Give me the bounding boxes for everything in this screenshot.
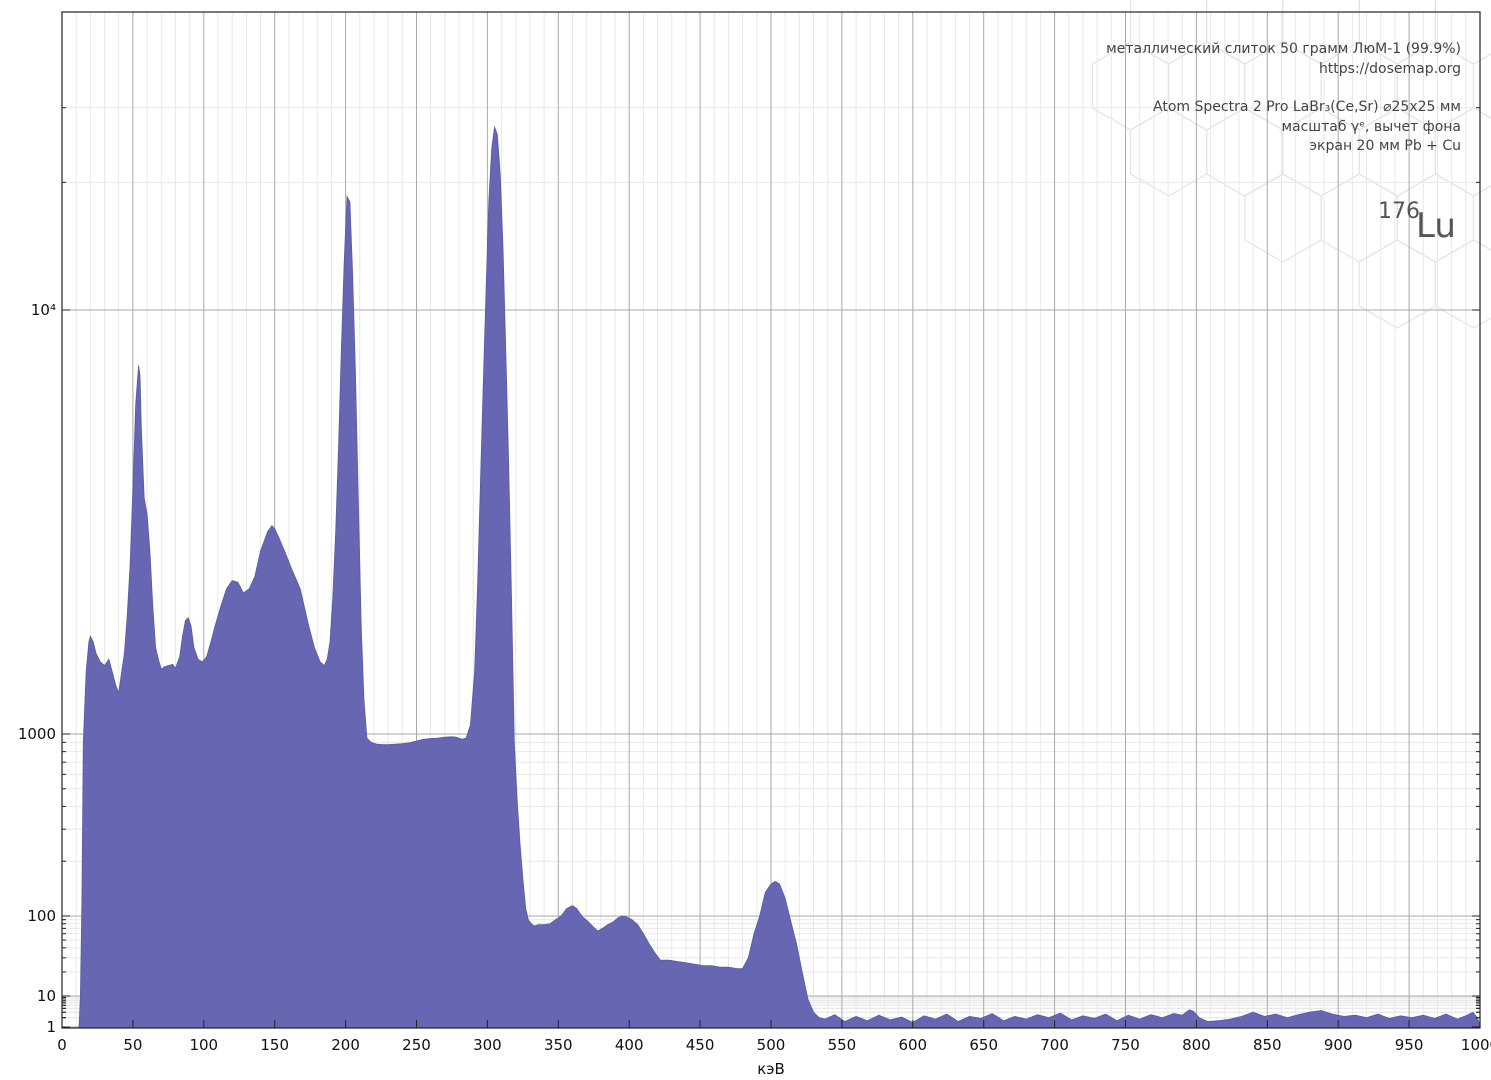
x-tick-label: 700 [1040,1036,1069,1054]
spectrum-area [78,125,1481,1029]
x-tick-label: 850 [1253,1036,1282,1054]
y-tick-label: 10⁴ [31,301,56,319]
x-tick-label: 450 [686,1036,715,1054]
y-tick-label: 100 [27,907,56,925]
hexagon-cell [1434,239,1491,329]
x-tick-label: 500 [757,1036,786,1054]
x-axis-label: кэВ [757,1060,785,1078]
x-tick-label: 400 [615,1036,644,1054]
x-tick-label: 150 [260,1036,289,1054]
x-tick-label: 0 [57,1036,67,1054]
annotation-sample: металлический слиток 50 грамм ЛюМ-1 (99.… [1106,41,1461,57]
x-tick-label: 800 [1182,1036,1211,1054]
x-tick-label: 550 [828,1036,857,1054]
x-tick-label: 600 [898,1036,927,1054]
x-tick-labels: 0 50 100 150 200 250 300 350 400 450 500 550 600 650 7… [57,1036,1491,1054]
annotation-block: металлический слиток 50 грамм ЛюМ-1 (99.… [1106,41,1461,154]
axis-ticks [61,107,1481,1028]
series-layer [78,125,1481,1029]
y-tick-label: 1 [46,1018,56,1036]
x-tick-label: 300 [473,1036,502,1054]
x-tick-label: 750 [1111,1036,1140,1054]
annotation-detector: Atom Spectra 2 Pro LaBr₃(Ce,Sr) ⌀25x25 м… [1153,99,1461,115]
isotope-mass: 176 [1378,199,1420,224]
x-tick-label: 650 [969,1036,998,1054]
y-tick-labels: 1 10 100 1000 10⁴ [18,301,56,1036]
y-tick-label: 1000 [18,725,56,743]
y-tick-label: 10 [37,987,56,1005]
annotation-scale: масштаб γᵉ, вычет фона [1281,119,1461,135]
x-tick-label: 950 [1395,1036,1424,1054]
annotation-shield: экран 20 мм Pb + Cu [1309,138,1461,154]
x-tick-label: 100 [189,1036,218,1054]
x-tick-label: 250 [402,1036,431,1054]
isotope-label: 176 Lu [1378,199,1456,246]
x-tick-label: 50 [123,1036,142,1054]
annotation-url: https://dosemap.org [1319,61,1461,77]
x-tick-label: 900 [1324,1036,1353,1054]
x-tick-label: 200 [331,1036,360,1054]
isotope-symbol: Lu [1416,206,1456,246]
x-tick-label: 350 [544,1036,573,1054]
x-tick-label: 1000 [1461,1036,1491,1054]
